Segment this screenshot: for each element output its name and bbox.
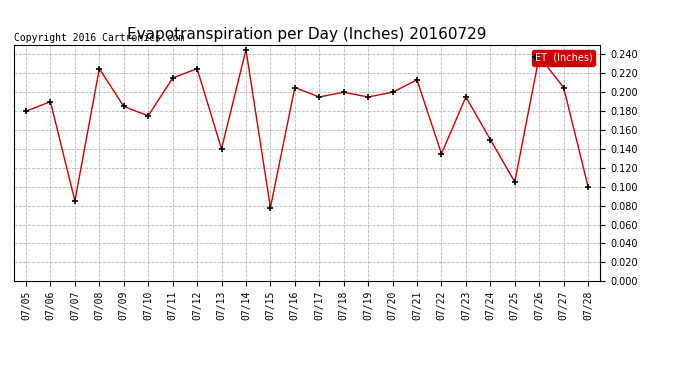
ET  (Inches) bbox=[339, 90, 348, 94]
ET  (Inches) bbox=[315, 95, 324, 99]
ET  (Inches) bbox=[413, 78, 421, 82]
ET  (Inches) bbox=[560, 85, 568, 90]
ET  (Inches) bbox=[22, 109, 30, 113]
ET  (Inches) bbox=[119, 104, 128, 109]
ET  (Inches) bbox=[168, 76, 177, 80]
ET  (Inches) bbox=[364, 95, 373, 99]
Legend: ET  (Inches): ET (Inches) bbox=[532, 50, 595, 66]
ET  (Inches) bbox=[144, 114, 152, 118]
ET  (Inches) bbox=[217, 147, 226, 151]
ET  (Inches) bbox=[584, 184, 592, 189]
ET  (Inches) bbox=[241, 48, 250, 52]
ET  (Inches) bbox=[462, 95, 470, 99]
ET  (Inches) bbox=[290, 85, 299, 90]
ET  (Inches) bbox=[486, 137, 495, 142]
ET  (Inches) bbox=[95, 66, 104, 71]
ET  (Inches) bbox=[535, 54, 543, 58]
ET  (Inches) bbox=[193, 66, 201, 71]
Title: Evapotranspiration per Day (Inches) 20160729: Evapotranspiration per Day (Inches) 2016… bbox=[127, 27, 487, 42]
Line: ET  (Inches): ET (Inches) bbox=[23, 46, 591, 211]
ET  (Inches) bbox=[266, 205, 275, 210]
ET  (Inches) bbox=[46, 99, 55, 104]
ET  (Inches) bbox=[511, 180, 519, 184]
ET  (Inches) bbox=[437, 152, 446, 156]
Text: Copyright 2016 Cartronics.com: Copyright 2016 Cartronics.com bbox=[14, 33, 184, 43]
ET  (Inches) bbox=[388, 90, 397, 94]
ET  (Inches) bbox=[71, 199, 79, 203]
